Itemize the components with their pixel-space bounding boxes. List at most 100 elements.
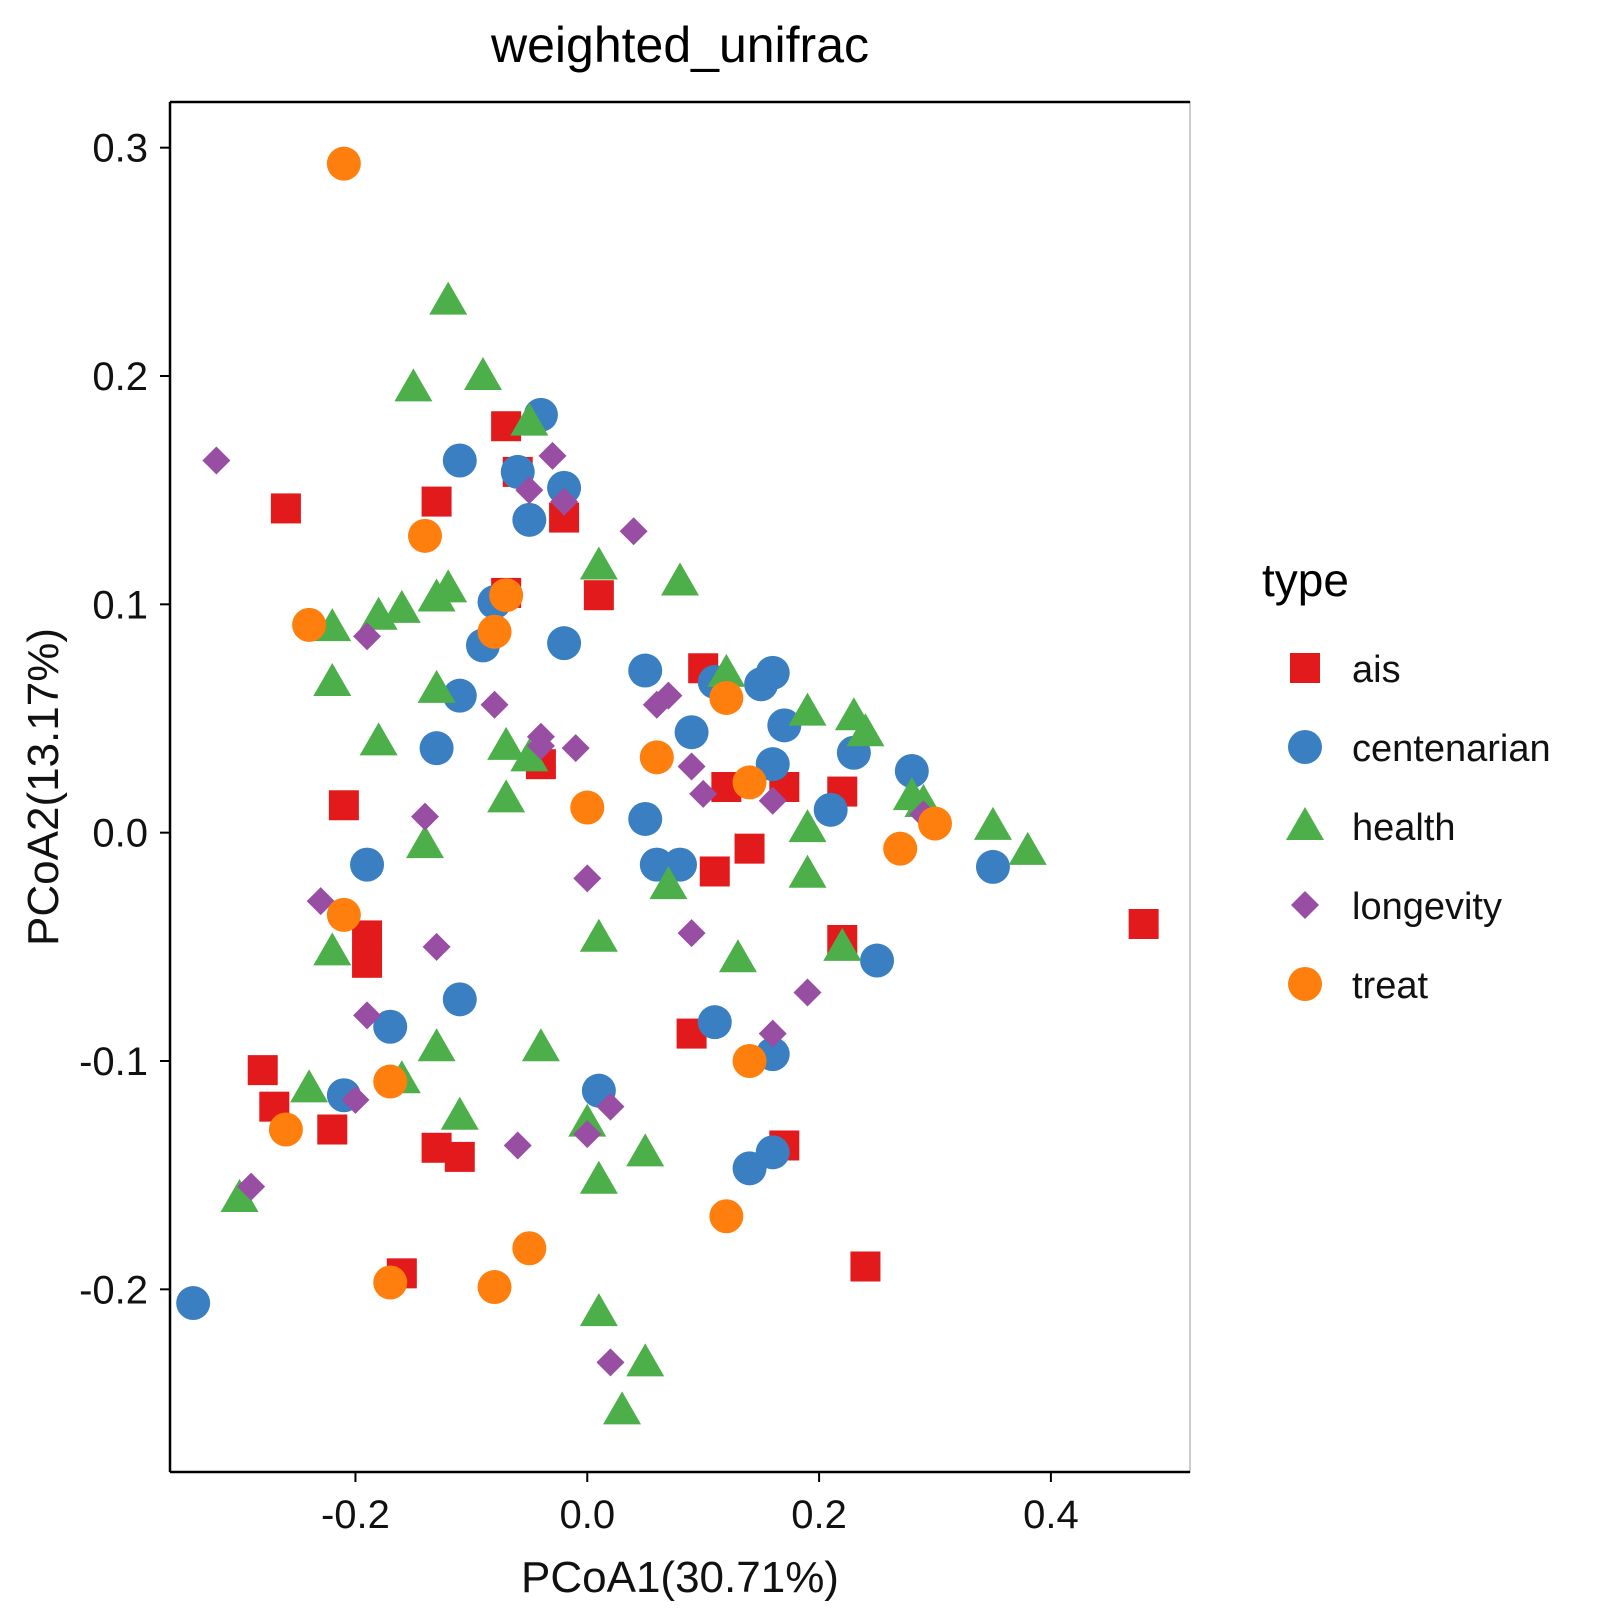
legend-label-centenarian: centenarian — [1352, 728, 1551, 770]
point-health — [603, 1391, 642, 1425]
point-health — [417, 578, 456, 612]
point-ais — [1128, 909, 1159, 939]
point-ais — [328, 790, 359, 821]
point-longevity — [341, 1085, 370, 1114]
point-health — [973, 806, 1012, 840]
point-treat — [732, 1044, 767, 1078]
point-longevity — [642, 690, 671, 719]
point-treat — [883, 831, 918, 866]
point-treat — [268, 1112, 303, 1147]
point-centenarian — [813, 792, 848, 827]
point-longevity — [561, 734, 590, 763]
point-centenarian — [628, 653, 663, 688]
point-health — [1008, 831, 1047, 865]
point-health — [463, 357, 502, 390]
point-longevity — [596, 1348, 625, 1377]
legend-label-treat: treat — [1352, 965, 1428, 1007]
point-longevity — [677, 752, 706, 781]
point-health — [846, 713, 885, 747]
point-health — [290, 1069, 329, 1103]
point-treat — [709, 680, 744, 715]
point-longevity — [237, 1172, 266, 1201]
point-centenarian — [697, 1005, 732, 1040]
point-ais — [583, 580, 614, 611]
point-health — [406, 825, 444, 859]
point-centenarian — [176, 1286, 211, 1321]
point-longevity — [515, 476, 544, 505]
point-ais — [421, 486, 452, 517]
point-treat — [373, 1265, 408, 1300]
legend-title: type — [1262, 554, 1349, 606]
point-health — [626, 1133, 665, 1167]
point-longevity — [353, 622, 382, 651]
point-health — [313, 932, 352, 966]
legend-key-centenarian — [1288, 730, 1322, 764]
y-tick-label: 0.3 — [92, 127, 148, 171]
legend-key-longevity — [1291, 891, 1319, 919]
point-health — [382, 589, 421, 623]
x-axis-title: PCoA1(30.71%) — [521, 1553, 839, 1602]
point-ais — [734, 833, 765, 864]
y-tick-label: 0.0 — [92, 812, 148, 856]
point-longevity — [422, 932, 451, 961]
point-longevity — [503, 1131, 532, 1160]
point-treat — [477, 1270, 512, 1305]
point-centenarian — [767, 708, 802, 743]
point-health — [788, 809, 827, 843]
point-health — [417, 1028, 456, 1062]
point-centenarian — [674, 715, 709, 750]
point-centenarian — [442, 443, 477, 478]
point-health — [579, 1293, 618, 1327]
point-treat — [326, 897, 361, 932]
y-axis-ticks: -0.2 -0.1 0.0 0.1 0.2 0.3 — [79, 127, 170, 1312]
point-centenarian — [442, 982, 477, 1017]
point-health — [510, 738, 549, 772]
y-tick-label: 0.2 — [92, 355, 148, 399]
point-longevity — [550, 487, 579, 516]
legend-label-health: health — [1352, 807, 1456, 849]
point-centenarian — [755, 747, 790, 782]
point-treat — [477, 614, 512, 649]
legend-label-ais: ais — [1352, 649, 1401, 691]
point-ais — [270, 493, 301, 524]
point-ais — [247, 1055, 278, 1086]
plot-panel — [169, 101, 1191, 1473]
point-ais — [444, 1141, 475, 1172]
point-treat — [918, 806, 952, 841]
point-treat — [408, 518, 442, 553]
point-health — [394, 368, 433, 402]
point-health — [661, 562, 699, 596]
legend-label-longevity: longevity — [1352, 886, 1502, 928]
point-health — [579, 546, 618, 580]
point-longevity — [480, 690, 509, 719]
point-longevity — [596, 1092, 625, 1121]
point-health — [359, 596, 398, 630]
point-centenarian — [442, 678, 477, 713]
x-tick-label: 0.2 — [791, 1493, 847, 1537]
point-centenarian — [419, 731, 454, 766]
point-treat — [639, 740, 674, 775]
point-centenarian — [744, 667, 779, 702]
point-longevity — [619, 517, 648, 546]
point-longevity — [353, 1001, 382, 1030]
point-ais — [699, 856, 730, 887]
point-treat — [709, 1199, 744, 1234]
point-treat — [373, 1064, 408, 1099]
point-centenarian — [894, 754, 929, 789]
point-longevity — [677, 919, 706, 948]
y-tick-label: 0.1 — [92, 583, 148, 627]
point-treat — [489, 578, 524, 613]
point-longevity — [758, 1019, 787, 1048]
point-health — [220, 1179, 259, 1212]
point-treat — [512, 1231, 547, 1266]
point-treat — [732, 765, 767, 800]
point-longevity — [306, 887, 335, 916]
point-health — [579, 1160, 618, 1194]
point-ais — [352, 947, 383, 978]
point-health — [313, 662, 352, 696]
y-tick-label: -0.1 — [79, 1040, 148, 1084]
point-health — [626, 1343, 665, 1377]
point-longevity — [573, 864, 602, 893]
legend-key-health — [1286, 807, 1324, 840]
point-longevity — [202, 446, 231, 475]
